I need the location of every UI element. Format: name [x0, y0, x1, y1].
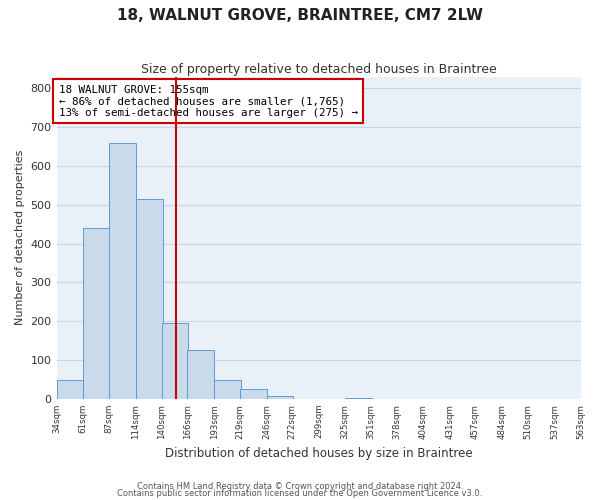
Bar — [240, 389, 266, 399]
X-axis label: Distribution of detached houses by size in Braintree: Distribution of detached houses by size … — [165, 447, 472, 460]
Bar — [214, 380, 241, 399]
Bar — [109, 142, 136, 399]
Bar — [161, 323, 188, 399]
Bar — [345, 398, 371, 399]
Y-axis label: Number of detached properties: Number of detached properties — [15, 150, 25, 326]
Bar — [83, 228, 110, 399]
Bar — [56, 380, 83, 399]
Bar — [187, 350, 214, 399]
Text: Contains HM Land Registry data © Crown copyright and database right 2024.: Contains HM Land Registry data © Crown c… — [137, 482, 463, 491]
Bar — [136, 199, 163, 399]
Title: Size of property relative to detached houses in Braintree: Size of property relative to detached ho… — [140, 62, 496, 76]
Bar — [266, 396, 293, 399]
Text: Contains public sector information licensed under the Open Government Licence v3: Contains public sector information licen… — [118, 490, 482, 498]
Text: 18, WALNUT GROVE, BRAINTREE, CM7 2LW: 18, WALNUT GROVE, BRAINTREE, CM7 2LW — [117, 8, 483, 22]
Text: 18 WALNUT GROVE: 155sqm
← 86% of detached houses are smaller (1,765)
13% of semi: 18 WALNUT GROVE: 155sqm ← 86% of detache… — [59, 84, 358, 118]
